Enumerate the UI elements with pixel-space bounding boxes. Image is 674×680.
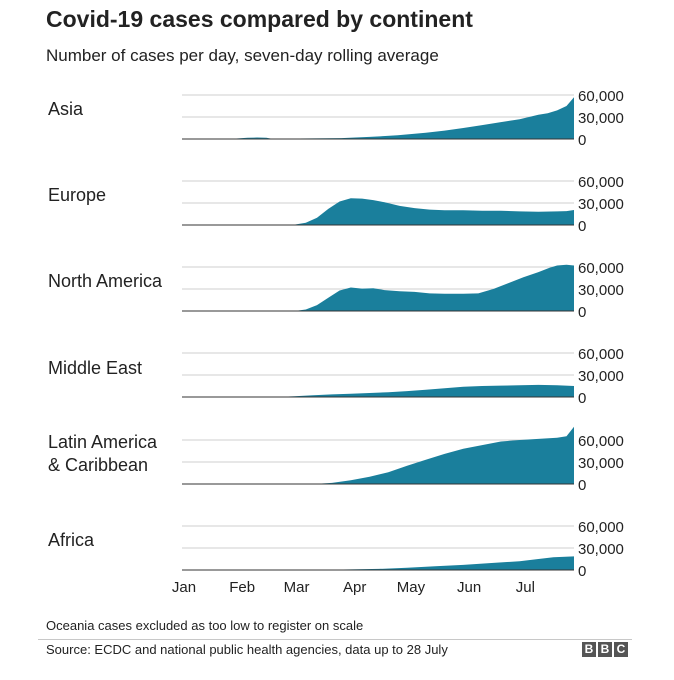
panel-label-line: North America	[48, 271, 163, 291]
y-tick-label: 60,000	[578, 174, 624, 191]
y-tick-label: 30,000	[578, 541, 624, 558]
bbc-logo-letter: C	[614, 642, 628, 657]
area-series	[182, 97, 574, 139]
bbc-logo-letter: B	[598, 642, 612, 657]
y-tick-label: 30,000	[578, 282, 624, 299]
source-note: Source: ECDC and national public health …	[46, 642, 448, 657]
panel-label-line: Africa	[48, 530, 95, 550]
panel-label: Latin America & Caribbean	[48, 431, 157, 477]
footer-divider	[38, 639, 632, 640]
x-tick-label: Jan	[172, 579, 196, 596]
panel-label-line: & Caribbean	[48, 455, 149, 475]
x-tick-label: Feb	[229, 579, 255, 596]
y-tick-label: 0	[578, 477, 586, 494]
y-tick-label: 0	[578, 563, 586, 580]
y-tick-label: 30,000	[578, 196, 624, 213]
area-series	[182, 384, 574, 397]
panel-label: Asia	[48, 98, 83, 121]
y-tick-label: 0	[578, 390, 586, 407]
y-tick-label: 0	[578, 132, 586, 149]
panel-label: Middle East	[48, 357, 142, 380]
panel-label-line: Asia	[48, 99, 84, 119]
chart-subtitle: Number of cases per day, seven-day rolli…	[46, 46, 439, 65]
x-tick-label: Mar	[284, 579, 310, 596]
y-tick-label: 30,000	[578, 455, 624, 472]
panel-label: Africa	[48, 529, 94, 552]
x-tick-label: May	[397, 579, 426, 596]
panel-label-line: Middle East	[48, 358, 143, 378]
footnote: Oceania cases excluded as too low to reg…	[46, 618, 364, 633]
x-tick-label: Apr	[343, 579, 366, 596]
area-series	[182, 556, 574, 570]
panel-label-line: Europe	[48, 185, 107, 205]
y-tick-label: 0	[578, 218, 586, 235]
y-tick-label: 60,000	[578, 346, 624, 363]
area-series	[182, 198, 574, 225]
panel-label: Europe	[48, 184, 106, 207]
y-tick-label: 60,000	[578, 88, 624, 105]
chart-title: Covid-19 cases compared by continent	[46, 6, 473, 32]
y-tick-label: 30,000	[578, 368, 624, 385]
y-tick-label: 60,000	[578, 433, 624, 450]
panel-label-line: Latin America	[48, 432, 158, 452]
y-tick-label: 0	[578, 304, 586, 321]
y-tick-label: 30,000	[578, 110, 624, 127]
bbc-logo: B B C	[582, 642, 628, 657]
y-tick-label: 60,000	[578, 519, 624, 536]
x-tick-label: Jun	[457, 579, 481, 596]
bbc-logo-letter: B	[582, 642, 596, 657]
area-series	[182, 426, 574, 484]
area-series	[182, 264, 574, 311]
y-tick-label: 60,000	[578, 260, 624, 277]
panel-label: North America	[48, 270, 162, 293]
chart-area: 0 30,000 60,000 0 30,000 60,000 0 30,000 60,000 0…	[172, 88, 624, 596]
x-tick-label: Jul	[516, 579, 535, 596]
